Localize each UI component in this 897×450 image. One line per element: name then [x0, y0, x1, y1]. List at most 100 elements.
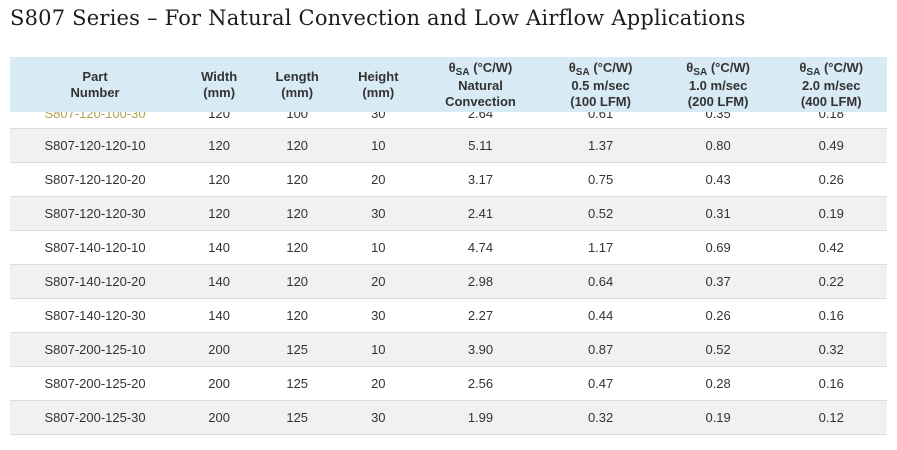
cell-theta-200lfm: 0.43	[705, 172, 731, 187]
cell-theta-100lfm: 0.61	[587, 112, 614, 121]
table-row: S807-140-120-30 140 120 30 2.27 0.44 0.2…	[10, 299, 887, 333]
cell-theta-400lfm: 0.26	[818, 172, 844, 187]
cell-theta-natural: 2.64	[467, 112, 494, 121]
cell-length: 125	[286, 410, 309, 425]
cell-theta-100lfm: 0.52	[587, 206, 614, 221]
cell-theta-100lfm: 0.44	[587, 308, 614, 323]
cell-theta-200lfm: 0.52	[705, 342, 731, 357]
cell-width: 140	[208, 240, 230, 255]
cell-part-number: S807-200-125-20	[44, 376, 146, 391]
table-row: S807-120-120-20 120 120 20 3.17 0.75 0.4…	[10, 163, 887, 197]
cell-width: 200	[208, 376, 230, 391]
table-row-partial: S807-120-100-30 120 100 30 2.64 0.61 0.3…	[10, 112, 887, 128]
cell-theta-200lfm: 0.35	[705, 112, 731, 121]
cell-width: 200	[208, 410, 230, 425]
cell-height: 30	[371, 410, 386, 425]
table-row: S807-120-120-30 120 120 30 2.41 0.52 0.3…	[10, 197, 887, 231]
column-header-part-number: Part Number	[70, 68, 120, 100]
cell-height: 30	[371, 308, 386, 323]
table-row: S807-140-120-20 140 120 20 2.98 0.64 0.3…	[10, 265, 887, 299]
cell-theta-200lfm: 0.28	[705, 376, 731, 391]
theta-subscript: SA	[575, 66, 590, 78]
cell-height: 20	[371, 376, 386, 391]
cell-theta-200lfm: 0.19	[705, 410, 731, 425]
cell-theta-200lfm: 0.69	[705, 240, 731, 255]
cell-theta-100lfm: 0.75	[587, 172, 614, 187]
column-header-theta-1-0-msec: θSA (°C/W) 1.0 m/sec (200 LFM)	[686, 59, 750, 109]
part-number-link[interactable]: S807-120-100-30	[44, 112, 146, 121]
cell-height: 20	[371, 274, 386, 289]
cell-theta-100lfm: 0.87	[587, 342, 614, 357]
cell-width: 140	[208, 308, 230, 323]
cell-theta-200lfm: 0.26	[705, 308, 731, 323]
column-header-length: Length (mm)	[275, 68, 319, 100]
cell-length: 120	[286, 172, 309, 187]
cell-theta-natural: 1.99	[467, 410, 494, 425]
cell-theta-200lfm: 0.37	[705, 274, 731, 289]
cell-theta-400lfm: 0.16	[818, 376, 844, 391]
theta-symbol: θ	[568, 59, 576, 75]
table-row: S807-200-125-30 200 125 30 1.99 0.32 0.1…	[10, 401, 887, 435]
column-header-theta-natural-convection: θSA (°C/W) Natural Convection	[445, 59, 516, 109]
cell-width: 120	[208, 206, 230, 221]
cell-theta-natural: 4.74	[467, 240, 494, 255]
cell-theta-400lfm: 0.16	[818, 308, 844, 323]
cell-part-number: S807-200-125-30	[44, 410, 146, 425]
cell-theta-400lfm: 0.22	[818, 274, 844, 289]
cell-length: 125	[286, 342, 309, 357]
cell-width: 120	[208, 138, 230, 153]
cell-theta-100lfm: 0.47	[587, 376, 614, 391]
cell-theta-400lfm: 0.18	[818, 112, 844, 121]
cell-theta-200lfm: 0.31	[705, 206, 731, 221]
cell-theta-400lfm: 0.32	[818, 342, 844, 357]
page-title: S807 Series – For Natural Convection and…	[10, 6, 746, 30]
column-header-theta-0-5-msec: θSA (°C/W) 0.5 m/sec (100 LFM)	[568, 59, 633, 109]
cell-theta-natural: 2.27	[467, 308, 494, 323]
theta-subscript: SA	[693, 66, 708, 78]
cell-theta-200lfm: 0.80	[705, 138, 731, 153]
cell-theta-100lfm: 1.17	[587, 240, 614, 255]
cell-theta-natural: 2.41	[467, 206, 494, 221]
heatsink-data-table: Part Number Width (mm) Length (mm) Heigh…	[10, 57, 887, 435]
cell-theta-400lfm: 0.12	[818, 410, 844, 425]
cell-part-number: S807-140-120-30	[44, 308, 146, 323]
theta-symbol: θ	[799, 59, 807, 75]
cell-width: 140	[208, 274, 230, 289]
cell-theta-natural: 3.90	[467, 342, 494, 357]
table-row: S807-140-120-10 140 120 10 4.74 1.17 0.6…	[10, 231, 887, 265]
table-header-row: Part Number Width (mm) Length (mm) Heigh…	[10, 57, 887, 112]
theta-subscript: SA	[455, 66, 470, 78]
partially-scrolled-row-clip: S807-120-100-30 120 100 30 2.64 0.61 0.3…	[10, 112, 887, 129]
cell-theta-natural: 2.56	[467, 376, 494, 391]
cell-theta-natural: 2.98	[467, 274, 494, 289]
table-row: S807-120-120-10 120 120 10 5.11 1.37 0.8…	[10, 129, 887, 163]
cell-theta-400lfm: 0.49	[818, 138, 844, 153]
theta-symbol: θ	[686, 59, 694, 75]
cell-part-number: S807-140-120-20	[44, 274, 146, 289]
cell-part-number: S807-120-120-10	[44, 138, 146, 153]
theta-symbol: θ	[448, 59, 456, 75]
cell-width: 200	[208, 342, 230, 357]
column-header-height: Height (mm)	[358, 68, 399, 100]
cell-height: 10	[371, 342, 386, 357]
cell-part-number: S807-200-125-10	[44, 342, 146, 357]
cell-width: 120	[208, 172, 230, 187]
cell-length: 120	[286, 240, 309, 255]
cell-theta-100lfm: 0.32	[587, 410, 614, 425]
table-row: S807-200-125-20 200 125 20 2.56 0.47 0.2…	[10, 367, 887, 401]
cell-theta-natural: 3.17	[467, 172, 494, 187]
column-header-width: Width (mm)	[201, 68, 238, 100]
cell-height: 30	[371, 206, 386, 221]
cell-height: 20	[371, 172, 386, 187]
cell-part-number: S807-140-120-10	[44, 240, 146, 255]
cell-part-number: S807-120-120-30	[44, 206, 146, 221]
cell-height: 10	[371, 240, 386, 255]
cell-length: 120	[286, 206, 309, 221]
cell-length: 120	[286, 274, 309, 289]
cell-length: 125	[286, 376, 309, 391]
cell-theta-100lfm: 1.37	[587, 138, 614, 153]
theta-subscript: SA	[806, 66, 821, 78]
table-row: S807-200-125-10 200 125 10 3.90 0.87 0.5…	[10, 333, 887, 367]
cell-width: 120	[208, 112, 230, 121]
cell-height: 30	[371, 112, 386, 121]
